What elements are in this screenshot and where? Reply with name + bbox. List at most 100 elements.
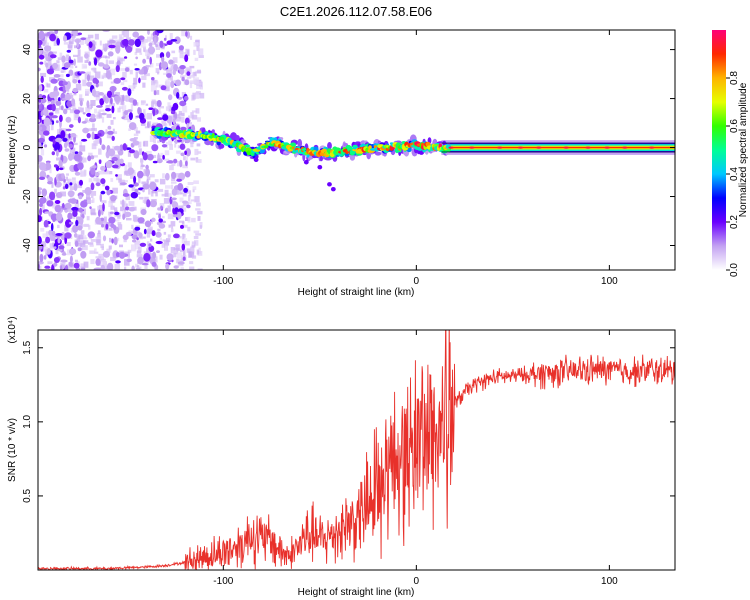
noise-speckle — [187, 216, 191, 223]
noise-blob — [80, 37, 87, 41]
noise-speckle — [134, 216, 139, 221]
noise-speckle — [114, 39, 120, 45]
noise-speckle — [168, 224, 171, 228]
noise-speckle — [194, 57, 199, 61]
noise-speckle — [105, 59, 109, 66]
noise-speckle — [180, 267, 184, 270]
noise-blob — [146, 153, 154, 161]
noise-blob — [65, 183, 69, 189]
noise-speckle — [86, 216, 90, 221]
noise-blob — [173, 64, 179, 72]
noise-speckle — [67, 44, 73, 49]
noise-speckle — [67, 249, 71, 256]
noise-blob — [108, 44, 116, 49]
noise-blob — [161, 144, 168, 148]
noise-blob — [61, 252, 67, 256]
noise-speckle — [182, 224, 188, 228]
noise-blob — [112, 224, 117, 231]
noise-speckle — [199, 86, 203, 90]
noise-blob — [146, 199, 151, 208]
noise-speckle — [197, 117, 201, 122]
noise-speckle — [117, 107, 121, 113]
signal-blob — [327, 182, 332, 187]
noise-blob — [179, 100, 187, 107]
noise-speckle — [176, 258, 179, 264]
signal-blob — [517, 146, 524, 149]
noise-speckle — [108, 200, 112, 207]
noise-blob — [100, 178, 106, 185]
noise-blob — [40, 98, 47, 104]
noise-speckle — [76, 235, 80, 242]
noise-blob — [55, 137, 63, 143]
noise-blob — [137, 107, 141, 115]
noise-speckle — [156, 54, 162, 58]
noise-speckle — [78, 106, 82, 110]
noise-speckle — [169, 137, 173, 140]
noise-speckle — [106, 133, 111, 139]
noise-blob — [62, 186, 66, 190]
noise-speckle — [41, 204, 45, 211]
noise-speckle — [127, 118, 131, 123]
noise-speckle — [179, 197, 184, 203]
noise-speckle — [190, 35, 193, 40]
noise-speckle — [73, 113, 78, 121]
noise-speckle — [182, 164, 188, 169]
noise-blob — [39, 197, 47, 204]
noise-speckle — [94, 33, 99, 40]
noise-speckle — [197, 210, 203, 215]
noise-blob — [132, 239, 137, 243]
noise-speckle — [162, 239, 168, 242]
noise-speckle — [127, 249, 132, 253]
noise-blob — [171, 201, 179, 209]
noise-speckle — [100, 243, 104, 249]
noise-speckle — [163, 231, 167, 235]
noise-blob — [73, 262, 80, 269]
colorbar-tick-label: 0.4 — [729, 167, 740, 181]
noise-speckle — [140, 236, 146, 239]
noise-speckle — [152, 107, 156, 110]
noise-speckle — [187, 122, 192, 125]
noise-speckle — [127, 252, 130, 258]
noise-speckle — [175, 114, 180, 118]
noise-blob — [113, 145, 121, 151]
noise-speckle — [150, 174, 155, 178]
noise-blob — [39, 253, 44, 263]
signal-blob — [319, 155, 323, 162]
noise-speckle — [156, 111, 162, 114]
noise-blob — [137, 256, 144, 265]
noise-speckle — [164, 158, 170, 161]
noise-blob — [122, 193, 130, 197]
signal-blob — [235, 135, 240, 142]
noise-speckle — [117, 224, 123, 230]
noise-blob — [60, 265, 63, 270]
noise-speckle — [101, 268, 108, 270]
noise-speckle — [90, 191, 97, 196]
noise-speckle — [151, 99, 156, 104]
noise-speckle — [113, 117, 116, 120]
noise-speckle — [185, 67, 190, 71]
noise-speckle — [184, 156, 188, 163]
noise-blob — [78, 195, 83, 200]
noise-blob — [130, 191, 138, 199]
noise-speckle — [79, 107, 84, 113]
noise-blob — [72, 224, 79, 233]
x-tick-label: -100 — [213, 576, 233, 587]
noise-speckle — [130, 43, 133, 49]
noise-speckle — [140, 100, 145, 106]
noise-speckle — [192, 189, 195, 193]
noise-blob — [68, 69, 74, 76]
noise-blob — [70, 133, 77, 138]
noise-speckle — [178, 110, 182, 115]
noise-blob — [149, 200, 157, 208]
y-tick-label: 0 — [22, 144, 33, 150]
noise-speckle — [102, 55, 107, 59]
noise-speckle — [102, 43, 108, 51]
noise-blob — [181, 76, 185, 82]
noise-blob — [86, 100, 90, 109]
noise-blob — [73, 58, 76, 66]
noise-blob — [125, 147, 132, 151]
noise-speckle — [124, 164, 128, 171]
noise-blob — [79, 71, 86, 74]
noise-blob — [50, 78, 58, 84]
noise-speckle — [81, 208, 86, 215]
